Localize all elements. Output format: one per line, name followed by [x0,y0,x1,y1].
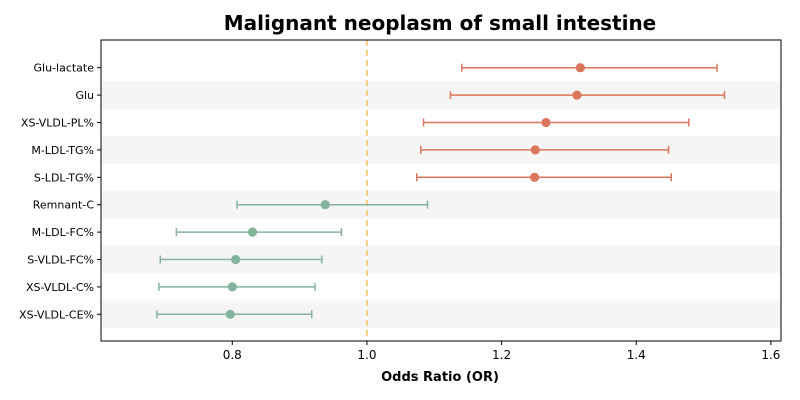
y-tick-label: S-LDL-TG% [34,171,94,184]
row-estimate [416,172,673,182]
point-estimate [530,145,540,155]
row-estimate [159,254,323,265]
x-axis: 0.8 1.0 1.2 1.4 1.6 [223,341,780,362]
x-tick-label: 0.8 [223,348,242,362]
point-estimate [575,63,585,73]
y-tick-label: Remnant-C [33,199,95,212]
point-estimate [247,227,258,237]
point-estimate [227,282,237,292]
row-estimate [158,282,316,292]
row-stripe [101,191,781,219]
row-estimate [156,309,313,319]
point-estimate [572,90,582,100]
x-tick-label: 1.2 [492,348,511,362]
row-estimate [420,145,670,155]
y-tick-label: XS-VLDL-C% [26,281,94,294]
y-tick-label: M-LDL-FC% [32,226,94,239]
point-estimate [231,254,241,265]
plot-frame [100,39,782,342]
point-estimate [320,200,330,210]
y-tick-label: XS-VLDL-PL% [21,117,94,130]
row-estimate [236,200,429,210]
row-estimate [422,117,690,128]
y-tick-label: XS-VLDL-CE% [19,308,94,321]
point-estimate [541,117,551,128]
y-tick-label: S-VLDL-FC% [27,254,94,267]
y-tick-label: Glu-lactate [34,62,95,75]
point-estimate [225,309,235,319]
x-tick-label: 1.0 [357,348,376,362]
x-tick-label: 1.4 [627,348,646,362]
y-tick-label: M-LDL-TG% [31,144,94,157]
row-estimate [449,90,726,100]
y-tick-label: Glu [75,89,94,102]
x-tick-label: 1.6 [761,348,780,362]
row-estimate [175,227,343,237]
chart-title: Malignant neoplasm of small intestine [224,11,657,35]
row-stripes [101,81,781,328]
estimate-marks [156,63,726,319]
point-estimate [529,172,540,182]
y-axis: Glu-lactate Glu XS-VLDL-PL% M-LDL-TG% S-LDL-… [19,62,101,321]
row-estimate [461,63,718,73]
x-axis-label: Odds Ratio (OR) [381,370,499,385]
